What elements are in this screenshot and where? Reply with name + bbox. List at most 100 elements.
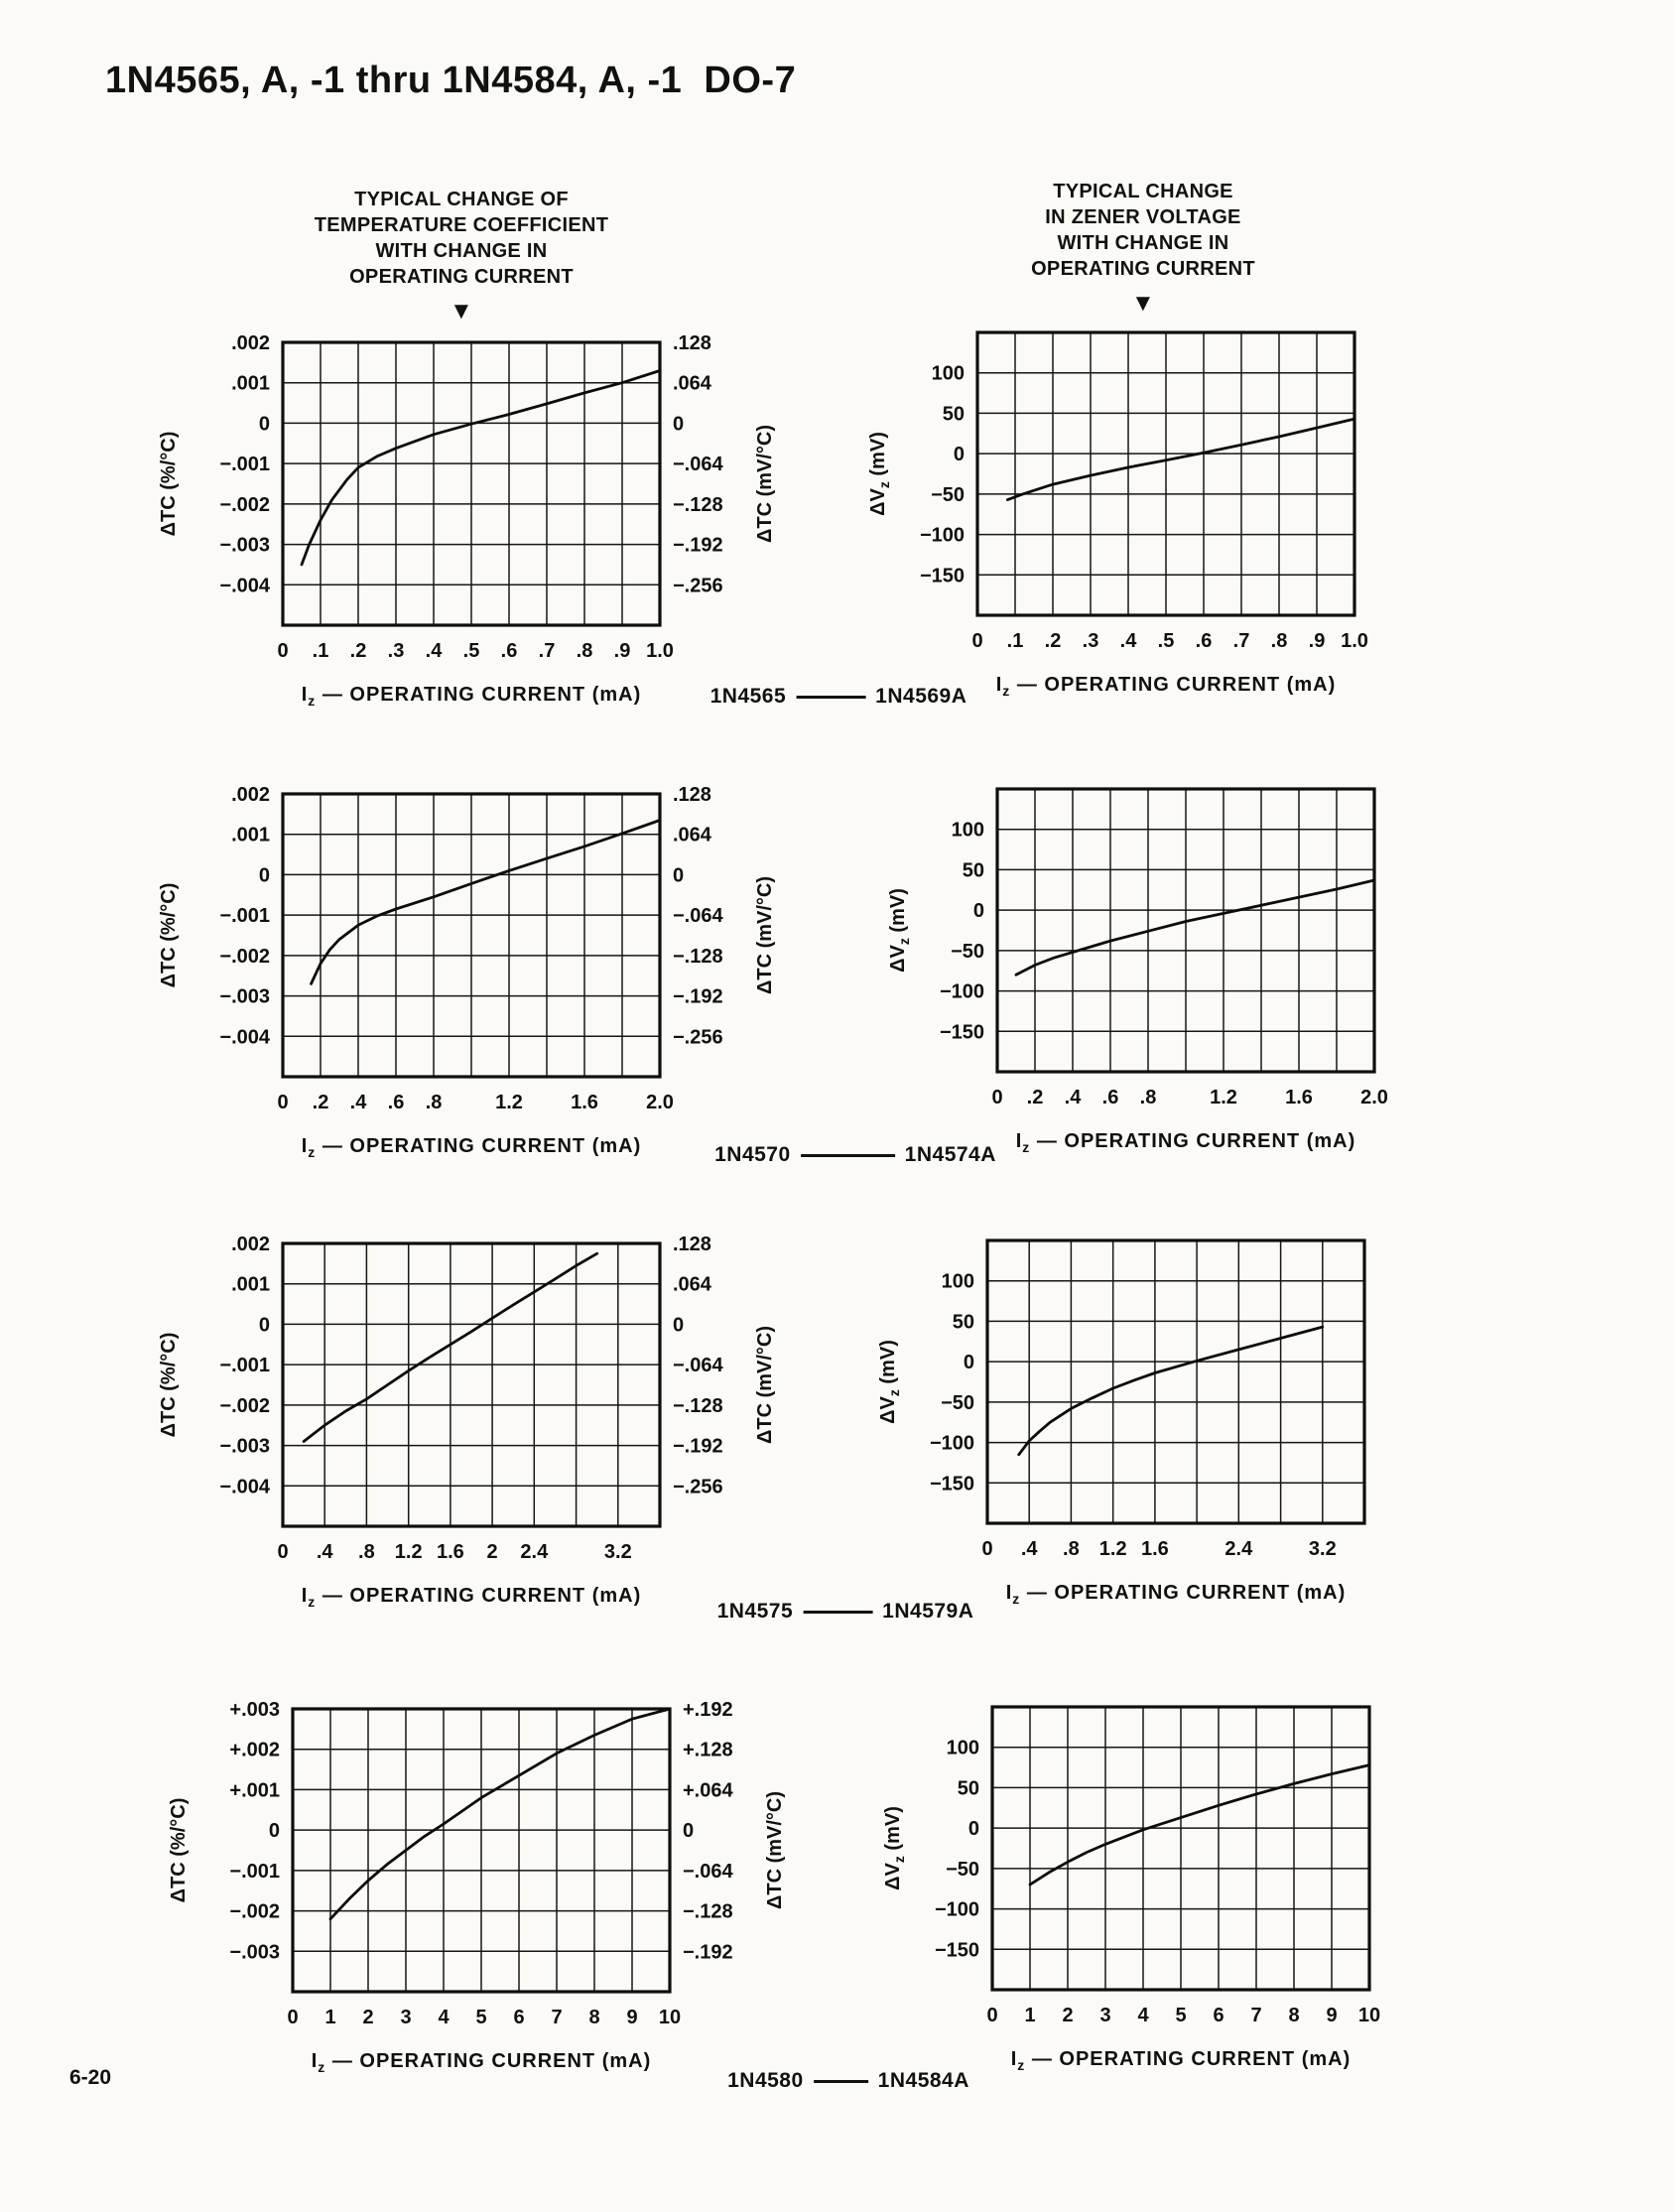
svg-text:1.2: 1.2 [1210, 1087, 1237, 1108]
svg-text:0: 0 [259, 864, 270, 886]
svg-text:2: 2 [487, 1541, 498, 1563]
svg-text:−.002: −.002 [219, 946, 270, 968]
svg-text:.3: .3 [388, 640, 405, 662]
chart-zener-voltage-1n4575-1n4579a: 0 .4 .8 1.2 1.6 2.4 3.2 100 50 0 −50 −100 −150 ΔVz (m… [858, 1229, 1394, 1652]
page-number: 6-20 [69, 2066, 112, 2089]
svg-text:0: 0 [968, 1818, 979, 1840]
header-line: TYPICAL CHANGE OF [354, 189, 569, 210]
svg-text:1.0: 1.0 [646, 640, 674, 662]
svg-text:0: 0 [986, 2005, 997, 2026]
svg-text:1.6: 1.6 [1285, 1087, 1313, 1108]
svg-text:.001: .001 [231, 825, 270, 846]
svg-text:−150: −150 [920, 565, 965, 586]
svg-text:−.001: −.001 [219, 905, 270, 927]
svg-text:.001: .001 [231, 373, 270, 395]
svg-text:.128: .128 [673, 332, 711, 354]
svg-text:−50: −50 [941, 1392, 974, 1414]
zener-voltage-chart-svg: 0 .4 .8 1.2 1.6 2.4 3.2 100 50 0 −50 −100 −150 ΔVz (m… [877, 1238, 1366, 1607]
svg-text:3: 3 [1099, 2005, 1110, 2026]
svg-text:ΔVz (mV): ΔVz (mV) [887, 888, 912, 973]
svg-text:−.256: −.256 [673, 1476, 723, 1497]
svg-text:−.192: −.192 [673, 535, 723, 557]
svg-text:1.6: 1.6 [437, 1541, 464, 1563]
temp-coeff-chart-svg: 0 .2 .4 .6 .8 1.2 1.6 2.0 .002 .001 0 −.001 −.002 −.0… [158, 784, 776, 1160]
svg-text:0: 0 [277, 1092, 288, 1113]
svg-text:Iz — OPERATING CURRENT (mA): Iz — OPERATING CURRENT (mA) [1006, 1582, 1347, 1607]
svg-text:−.003: −.003 [219, 986, 270, 1008]
svg-text:6: 6 [513, 2007, 524, 2028]
svg-text:.2: .2 [1027, 1087, 1044, 1108]
svg-text:5: 5 [475, 2007, 486, 2028]
svg-text:.6: .6 [1102, 1087, 1119, 1108]
svg-text:.6: .6 [1196, 630, 1213, 652]
svg-text:.4: .4 [426, 640, 444, 662]
caption-left: 1N4575 [716, 1600, 794, 1623]
svg-text:ΔTC (%/°C): ΔTC (%/°C) [158, 432, 180, 537]
svg-text:.2: .2 [1045, 630, 1062, 652]
svg-text:+.002: +.002 [229, 1740, 280, 1761]
zener-voltage-column-header: TYPICAL CHANGE IN ZENER VOLTAGE WITH CHA… [945, 179, 1342, 316]
svg-text:1.6: 1.6 [571, 1092, 598, 1113]
caption-right: 1N4579A [882, 1600, 974, 1623]
svg-text:0: 0 [259, 413, 270, 435]
svg-text:6: 6 [1213, 2005, 1224, 2026]
svg-text:10: 10 [1358, 2005, 1380, 2026]
svg-text:.4: .4 [317, 1541, 334, 1563]
svg-text:Iz — OPERATING CURRENT (mA): Iz — OPERATING CURRENT (mA) [1016, 1130, 1356, 1155]
svg-text:0: 0 [971, 630, 982, 652]
svg-text:Iz — OPERATING CURRENT (mA): Iz — OPERATING CURRENT (mA) [996, 674, 1337, 699]
svg-text:.064: .064 [673, 825, 712, 846]
svg-text:.6: .6 [501, 640, 518, 662]
svg-text:−150: −150 [940, 1021, 984, 1043]
svg-text:−.064: −.064 [673, 454, 723, 475]
caption-right: 1N4584A [877, 2069, 969, 2092]
svg-text:50: 50 [953, 1311, 974, 1333]
svg-text:−100: −100 [920, 525, 965, 547]
chart-temp-coeff-1n4575-1n4579a: 0 .4 .8 1.2 1.6 2 2.4 3.2 .002 .001 0 −.001 −.002 −.0… [129, 1232, 814, 1655]
svg-text:.002: .002 [231, 332, 270, 354]
svg-text:.8: .8 [577, 640, 593, 662]
svg-text:−.192: −.192 [683, 1941, 733, 1963]
svg-text:.8: .8 [358, 1541, 375, 1563]
svg-text:ΔVz (mV): ΔVz (mV) [867, 432, 892, 516]
svg-text:.4: .4 [1065, 1087, 1083, 1108]
caption-line [796, 696, 866, 699]
svg-text:0: 0 [981, 1538, 992, 1560]
svg-text:7: 7 [551, 2007, 562, 2028]
svg-text:100: 100 [947, 1738, 979, 1759]
svg-text:−.003: −.003 [219, 1436, 270, 1458]
caption-left: 1N4570 [714, 1143, 791, 1166]
svg-text:−50: −50 [931, 484, 965, 506]
zener-voltage-chart-svg: 0 1 2 3 4 5 6 7 8 9 10 100 50 0 −50 −100 −150 ΔVz (mV) Iz … [882, 1705, 1380, 2073]
svg-text:0: 0 [277, 640, 288, 662]
svg-text:.2: .2 [350, 640, 367, 662]
svg-text:2.0: 2.0 [646, 1092, 674, 1113]
svg-text:Iz — OPERATING CURRENT (mA): Iz — OPERATING CURRENT (mA) [1011, 2048, 1352, 2073]
svg-text:7: 7 [1250, 2005, 1261, 2026]
svg-text:.8: .8 [1063, 1538, 1080, 1560]
svg-text:.1: .1 [313, 640, 329, 662]
svg-text:.6: .6 [388, 1092, 405, 1113]
svg-text:.9: .9 [1309, 630, 1326, 652]
chart-temp-coeff-1n4565-1n4569a: 0 .1 .2 .3 .4 .5 .6 .7 .8 .9 1.0 .002 .001 0 −.001 −.00… [129, 330, 814, 754]
svg-text:.128: .128 [673, 784, 711, 806]
chart-zener-voltage-1n4570-1n4574a: 0 .2 .4 .6 .8 1.2 1.6 2.0 100 50 0 −50 −100 −150 ΔVz (… [868, 777, 1404, 1201]
svg-text:.4: .4 [1021, 1538, 1039, 1560]
svg-text:+.192: +.192 [683, 1699, 733, 1721]
svg-text:100: 100 [932, 363, 965, 385]
svg-text:.5: .5 [1158, 630, 1175, 652]
header-line: TYPICAL CHANGE [1053, 181, 1233, 202]
svg-text:−.192: −.192 [673, 1436, 723, 1458]
svg-text:0: 0 [954, 444, 965, 465]
svg-text:+.001: +.001 [229, 1779, 280, 1801]
svg-text:.002: .002 [231, 784, 270, 806]
svg-text:9: 9 [1326, 2005, 1337, 2026]
svg-text:ΔTC (mV/°C): ΔTC (mV/°C) [754, 425, 776, 543]
svg-text:ΔTC (%/°C): ΔTC (%/°C) [158, 1333, 180, 1438]
zener-voltage-chart-svg: 0 .2 .4 .6 .8 1.2 1.6 2.0 100 50 0 −50 −100 −150 ΔVz (… [887, 787, 1388, 1155]
svg-text:3: 3 [400, 2007, 411, 2028]
svg-text:−100: −100 [930, 1433, 974, 1455]
svg-text:Iz — OPERATING CURRENT (mA): Iz — OPERATING CURRENT (mA) [302, 1585, 642, 1610]
header-line: WITH CHANGE IN [1057, 232, 1229, 254]
